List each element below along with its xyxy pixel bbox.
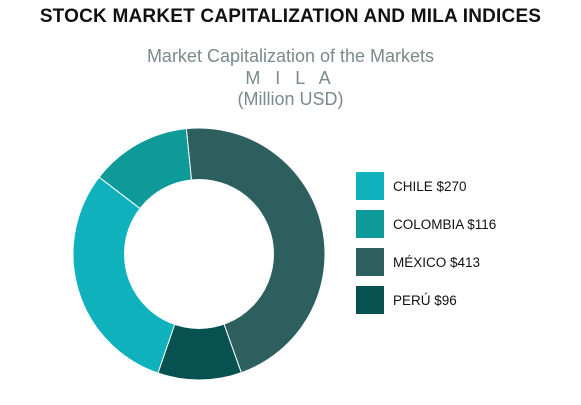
legend-label: CHILE $270 — [393, 178, 467, 194]
legend-item: COLOMBIA $116 — [356, 210, 496, 238]
chart-subtitle: Market Capitalization of the Markets — [146, 46, 435, 66]
legend-item: CHILE $270 — [356, 172, 496, 200]
legend-label: COLOMBIA $116 — [393, 216, 497, 232]
chart-subtitle-units: (Million USD) — [237, 89, 344, 109]
chart-legend: CHILE $270 COLOMBIA $116 MÉXICO $413 PERÚ $… — [356, 172, 496, 324]
chart-subtitle-mila: M I L A — [245, 68, 336, 88]
legend-swatch — [356, 172, 384, 200]
donut-hole — [124, 179, 274, 329]
legend-label: MÉXICO $413 — [393, 254, 481, 270]
legend-label: PERÚ $96 — [393, 292, 457, 308]
legend-item: PERÚ $96 — [356, 286, 496, 314]
chart-title: STOCK MARKET CAPITALIZATION AND MILA IND… — [39, 6, 542, 27]
legend-swatch — [356, 248, 384, 276]
legend-swatch — [356, 286, 384, 314]
legend-item: MÉXICO $413 — [356, 248, 496, 276]
legend-swatch — [356, 210, 384, 238]
